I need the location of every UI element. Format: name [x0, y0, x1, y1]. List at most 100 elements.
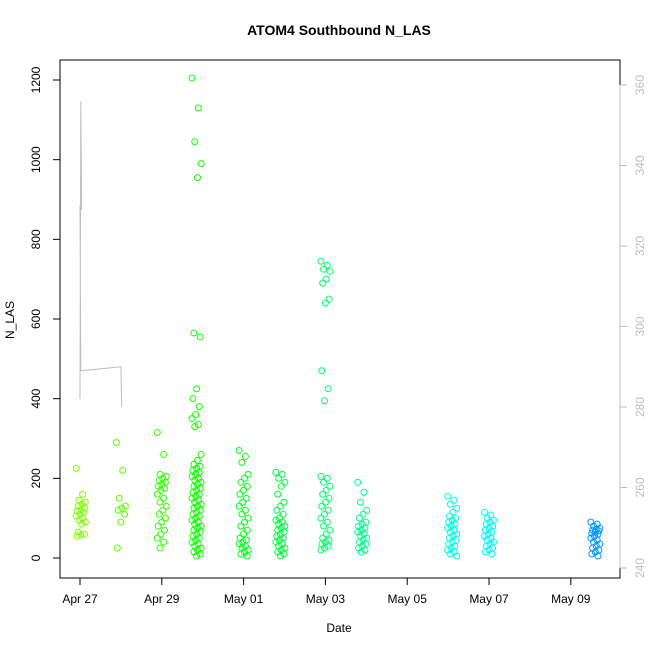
data-point: [317, 546, 325, 554]
data-point: [193, 174, 201, 182]
data-point: [323, 261, 331, 269]
y2-tick-label: 320: [633, 236, 647, 256]
data-point: [158, 518, 166, 526]
data-point: [196, 550, 204, 558]
data-point: [360, 488, 368, 496]
y-axis-label: N_LAS: [3, 301, 17, 339]
scatter-series: [72, 74, 604, 560]
data-point: [188, 415, 196, 423]
x-tick-label: Apr 27: [62, 592, 98, 606]
data-point: [153, 534, 161, 542]
data-point: [243, 552, 251, 560]
data-point: [363, 506, 371, 514]
data-point: [362, 518, 370, 526]
data-point: [197, 160, 205, 168]
data-point: [326, 482, 334, 490]
y2-tick-label: 360: [633, 75, 647, 95]
y-tick-label: 0: [29, 554, 43, 561]
y-tick-label: 800: [29, 229, 43, 249]
data-point: [317, 472, 325, 480]
y2-tick-label: 300: [633, 316, 647, 336]
data-point: [272, 468, 280, 476]
y2-tick-label: 240: [633, 558, 647, 578]
data-point: [197, 450, 205, 458]
data-point: [80, 504, 88, 512]
data-point: [321, 299, 329, 307]
data-point: [190, 329, 198, 337]
y-tick-label: 400: [29, 388, 43, 408]
data-point: [161, 526, 168, 534]
data-point: [595, 527, 603, 535]
line-series: [79, 101, 123, 408]
data-point: [159, 506, 167, 514]
data-point: [356, 498, 364, 506]
data-point: [279, 510, 287, 518]
data-point: [452, 514, 460, 522]
data-point: [236, 490, 244, 498]
data-point: [241, 474, 248, 482]
data-point: [323, 474, 331, 482]
data-point: [453, 504, 461, 512]
data-point: [237, 522, 245, 530]
data-point: [449, 508, 457, 516]
data-point: [320, 265, 328, 273]
x-tick-label: May 05: [388, 592, 428, 606]
data-point: [118, 504, 126, 512]
data-point: [280, 498, 288, 506]
data-point: [317, 514, 325, 522]
data-point: [324, 506, 332, 514]
data-point: [73, 532, 81, 540]
data-point: [237, 478, 245, 486]
data-point: [481, 548, 489, 556]
data-point: [156, 544, 164, 552]
data-point: [235, 446, 243, 454]
data-point: [160, 538, 168, 546]
data-point: [81, 518, 89, 526]
data-point: [196, 333, 204, 341]
data-point: [113, 544, 121, 552]
data-point: [320, 522, 328, 530]
data-point: [281, 478, 289, 486]
data-point: [357, 548, 365, 556]
data-point: [192, 411, 200, 419]
y-tick-label: 1200: [29, 66, 43, 93]
data-point: [78, 520, 86, 528]
x-axis-label: Date: [326, 621, 352, 635]
data-point: [274, 490, 282, 498]
data-point: [114, 506, 122, 514]
data-point: [189, 395, 197, 403]
data-point: [446, 550, 454, 558]
data-point: [319, 490, 327, 498]
data-point: [326, 526, 334, 534]
data-point: [80, 530, 88, 538]
data-point: [322, 486, 330, 494]
data-point: [121, 510, 128, 518]
data-point: [243, 482, 251, 490]
data-point: [356, 514, 364, 522]
data-point: [79, 490, 87, 498]
data-point: [238, 510, 246, 518]
y2-tick-label: 260: [633, 477, 647, 497]
data-point: [278, 470, 286, 478]
data-point: [322, 275, 330, 283]
data-point: [72, 464, 80, 472]
data-point: [275, 474, 283, 482]
data-point: [446, 500, 454, 508]
data-point: [160, 450, 168, 458]
data-point: [273, 506, 281, 514]
data-point: [162, 472, 170, 480]
data-point: [196, 462, 204, 470]
y2-axis: 240 260 280 300 320 340 360: [619, 75, 647, 578]
data-point: [194, 104, 202, 112]
y-tick-label: 1000: [29, 146, 43, 173]
data-point: [361, 546, 369, 554]
data-point: [240, 486, 248, 494]
data-point: [157, 486, 165, 494]
data-point: [191, 423, 199, 431]
data-point: [115, 494, 123, 502]
data-point: [354, 478, 362, 486]
data-point: [594, 552, 602, 560]
data-point: [161, 514, 169, 522]
data-point: [244, 514, 252, 522]
